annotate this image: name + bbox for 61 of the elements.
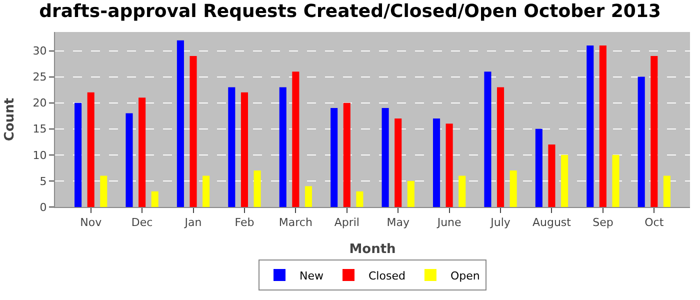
bar xyxy=(292,72,300,207)
bar xyxy=(279,87,286,207)
bar xyxy=(638,76,645,207)
y-tick-label: 5 xyxy=(40,174,47,188)
x-tick-label: Sep xyxy=(592,216,614,230)
y-tick-label: 10 xyxy=(32,148,47,162)
bar xyxy=(458,176,466,207)
x-tick-label: April xyxy=(334,216,360,230)
legend-label: New xyxy=(300,269,324,282)
bar xyxy=(176,40,184,207)
y-axis-title: Count xyxy=(2,98,18,142)
bar xyxy=(330,108,338,207)
x-tick-label: July xyxy=(490,216,511,230)
bar xyxy=(87,92,94,207)
bar xyxy=(138,98,146,207)
bar xyxy=(190,56,197,207)
bar xyxy=(561,154,568,207)
x-tick-label: Dec xyxy=(131,216,153,230)
bar xyxy=(126,113,133,207)
bar xyxy=(612,154,620,207)
bar xyxy=(151,191,158,207)
bar xyxy=(548,144,556,207)
x-tick-label: Nov xyxy=(80,216,102,230)
chart-title: drafts-approval Requests Created/Closed/Open October 2013 xyxy=(39,1,661,22)
bar xyxy=(535,128,542,207)
bar xyxy=(74,102,82,207)
bar xyxy=(240,92,248,207)
x-tick-label: May xyxy=(386,216,410,230)
bar xyxy=(484,72,492,207)
bar xyxy=(432,118,440,207)
bar xyxy=(382,108,389,207)
y-tick-label: 20 xyxy=(32,96,47,110)
bar xyxy=(304,186,312,207)
bar xyxy=(510,170,517,207)
bar xyxy=(446,124,453,207)
bar xyxy=(663,176,670,207)
legend-label: Closed xyxy=(368,269,406,282)
x-axis-title: Month xyxy=(349,242,396,257)
bar xyxy=(586,46,594,207)
x-tick-label: March xyxy=(278,216,312,230)
x-tick-label: August xyxy=(532,216,572,230)
bar xyxy=(407,180,414,207)
legend-label: Open xyxy=(450,269,480,282)
y-tick-label: 0 xyxy=(40,200,47,214)
y-tick-label: 25 xyxy=(32,70,47,84)
bar xyxy=(497,87,504,207)
bar xyxy=(100,176,108,207)
bar xyxy=(599,46,606,207)
bar xyxy=(202,176,210,207)
x-tick-label: Oct xyxy=(644,216,664,230)
bar xyxy=(254,170,261,207)
x-tick-label: Feb xyxy=(234,216,254,230)
y-tick-label: 15 xyxy=(32,122,47,136)
bar xyxy=(343,102,350,207)
bar xyxy=(228,87,236,207)
x-tick-label: June xyxy=(436,216,462,230)
bar xyxy=(650,56,658,207)
bar xyxy=(394,118,402,207)
x-tick-label: Jan xyxy=(184,216,202,230)
y-tick-label: 30 xyxy=(32,44,47,58)
bar xyxy=(356,191,364,207)
